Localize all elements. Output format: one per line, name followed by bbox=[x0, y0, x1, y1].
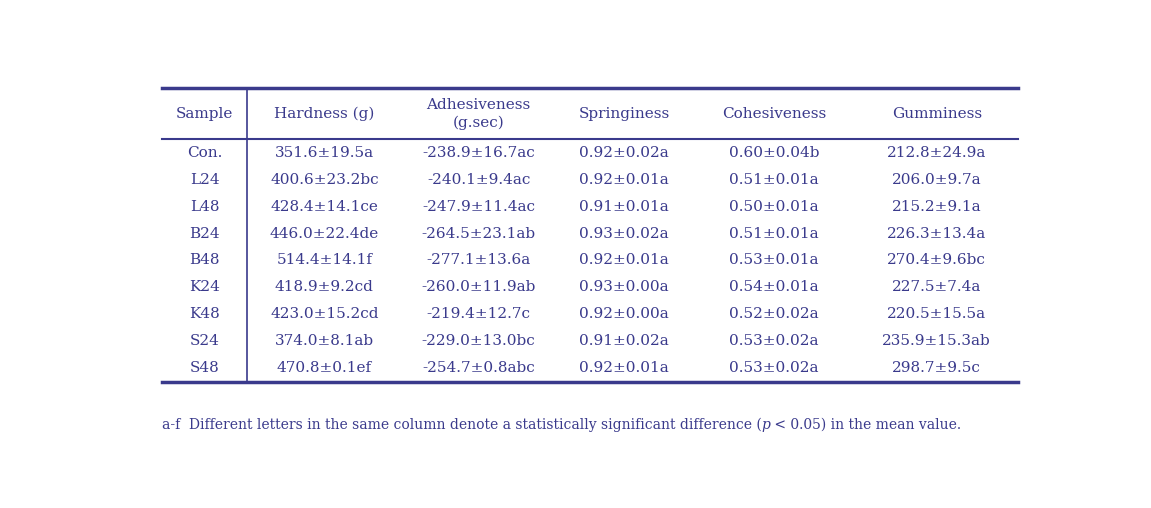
Text: -260.0±11.9ab: -260.0±11.9ab bbox=[421, 280, 535, 295]
Text: 351.6±19.5a: 351.6±19.5a bbox=[275, 146, 374, 160]
Text: 0.50±0.01a: 0.50±0.01a bbox=[730, 200, 818, 213]
Text: 220.5±15.5a: 220.5±15.5a bbox=[887, 307, 986, 322]
Text: 0.53±0.02a: 0.53±0.02a bbox=[730, 361, 818, 375]
Text: 0.53±0.02a: 0.53±0.02a bbox=[730, 334, 818, 348]
Text: -229.0±13.0bc: -229.0±13.0bc bbox=[421, 334, 535, 348]
Text: 0.51±0.01a: 0.51±0.01a bbox=[730, 173, 818, 186]
Text: 470.8±0.1ef: 470.8±0.1ef bbox=[277, 361, 372, 375]
Text: a-f  Different letters in the same column denote a statistically significant dif: a-f Different letters in the same column… bbox=[161, 418, 762, 432]
Text: 0.54±0.01a: 0.54±0.01a bbox=[730, 280, 818, 295]
Text: 227.5±7.4a: 227.5±7.4a bbox=[892, 280, 982, 295]
Text: 514.4±14.1f: 514.4±14.1f bbox=[276, 253, 373, 267]
Text: 0.52±0.02a: 0.52±0.02a bbox=[730, 307, 818, 322]
Text: Sample: Sample bbox=[176, 107, 234, 121]
Text: 206.0±9.7a: 206.0±9.7a bbox=[892, 173, 982, 186]
Text: K24: K24 bbox=[189, 280, 220, 295]
Text: 446.0±22.4de: 446.0±22.4de bbox=[269, 227, 379, 240]
Text: 0.92±0.01a: 0.92±0.01a bbox=[579, 253, 669, 267]
Text: 0.93±0.00a: 0.93±0.00a bbox=[579, 280, 669, 295]
Text: 226.3±13.4a: 226.3±13.4a bbox=[887, 227, 986, 240]
Text: Hardness (g): Hardness (g) bbox=[274, 107, 374, 121]
Text: 418.9±9.2cd: 418.9±9.2cd bbox=[275, 280, 374, 295]
Text: -254.7±0.8abc: -254.7±0.8abc bbox=[422, 361, 535, 375]
Text: 428.4±14.1ce: 428.4±14.1ce bbox=[270, 200, 379, 213]
Text: 212.8±24.9a: 212.8±24.9a bbox=[887, 146, 986, 160]
Text: 0.92±0.01a: 0.92±0.01a bbox=[579, 173, 669, 186]
Text: p: p bbox=[762, 418, 770, 432]
Text: -264.5±23.1ab: -264.5±23.1ab bbox=[421, 227, 535, 240]
Text: K48: K48 bbox=[189, 307, 220, 322]
Text: Adhesiveness
(g.sec): Adhesiveness (g.sec) bbox=[426, 98, 531, 130]
Text: 400.6±23.2bc: 400.6±23.2bc bbox=[270, 173, 379, 186]
Text: 215.2±9.1a: 215.2±9.1a bbox=[892, 200, 982, 213]
Text: S24: S24 bbox=[190, 334, 220, 348]
Text: 0.91±0.02a: 0.91±0.02a bbox=[579, 334, 669, 348]
Text: -277.1±13.6a: -277.1±13.6a bbox=[426, 253, 531, 267]
Text: 0.91±0.01a: 0.91±0.01a bbox=[579, 200, 669, 213]
Text: 0.60±0.04b: 0.60±0.04b bbox=[729, 146, 820, 160]
Text: 0.92±0.01a: 0.92±0.01a bbox=[579, 361, 669, 375]
Text: B24: B24 bbox=[189, 227, 220, 240]
Text: 374.0±8.1ab: 374.0±8.1ab bbox=[275, 334, 374, 348]
Text: Cohesiveness: Cohesiveness bbox=[722, 107, 826, 121]
Text: 0.92±0.02a: 0.92±0.02a bbox=[579, 146, 669, 160]
Text: 0.92±0.00a: 0.92±0.00a bbox=[579, 307, 669, 322]
Text: L48: L48 bbox=[190, 200, 220, 213]
Text: 298.7±9.5c: 298.7±9.5c bbox=[892, 361, 981, 375]
Text: 235.9±15.3ab: 235.9±15.3ab bbox=[883, 334, 991, 348]
Text: 270.4±9.6bc: 270.4±9.6bc bbox=[887, 253, 986, 267]
Text: -240.1±9.4ac: -240.1±9.4ac bbox=[427, 173, 531, 186]
Text: L24: L24 bbox=[190, 173, 220, 186]
Text: -238.9±16.7ac: -238.9±16.7ac bbox=[422, 146, 535, 160]
Text: B48: B48 bbox=[189, 253, 220, 267]
Text: S48: S48 bbox=[190, 361, 220, 375]
Text: Springiness: Springiness bbox=[579, 107, 670, 121]
Text: -219.4±12.7c: -219.4±12.7c bbox=[427, 307, 531, 322]
Text: Con.: Con. bbox=[186, 146, 222, 160]
Text: Gumminess: Gumminess bbox=[892, 107, 982, 121]
Text: 0.51±0.01a: 0.51±0.01a bbox=[730, 227, 818, 240]
Text: < 0.05) in the mean value.: < 0.05) in the mean value. bbox=[770, 418, 961, 432]
Text: 0.53±0.01a: 0.53±0.01a bbox=[730, 253, 818, 267]
Text: 423.0±15.2cd: 423.0±15.2cd bbox=[270, 307, 379, 322]
Text: 0.93±0.02a: 0.93±0.02a bbox=[579, 227, 669, 240]
Text: -247.9±11.4ac: -247.9±11.4ac bbox=[422, 200, 535, 213]
